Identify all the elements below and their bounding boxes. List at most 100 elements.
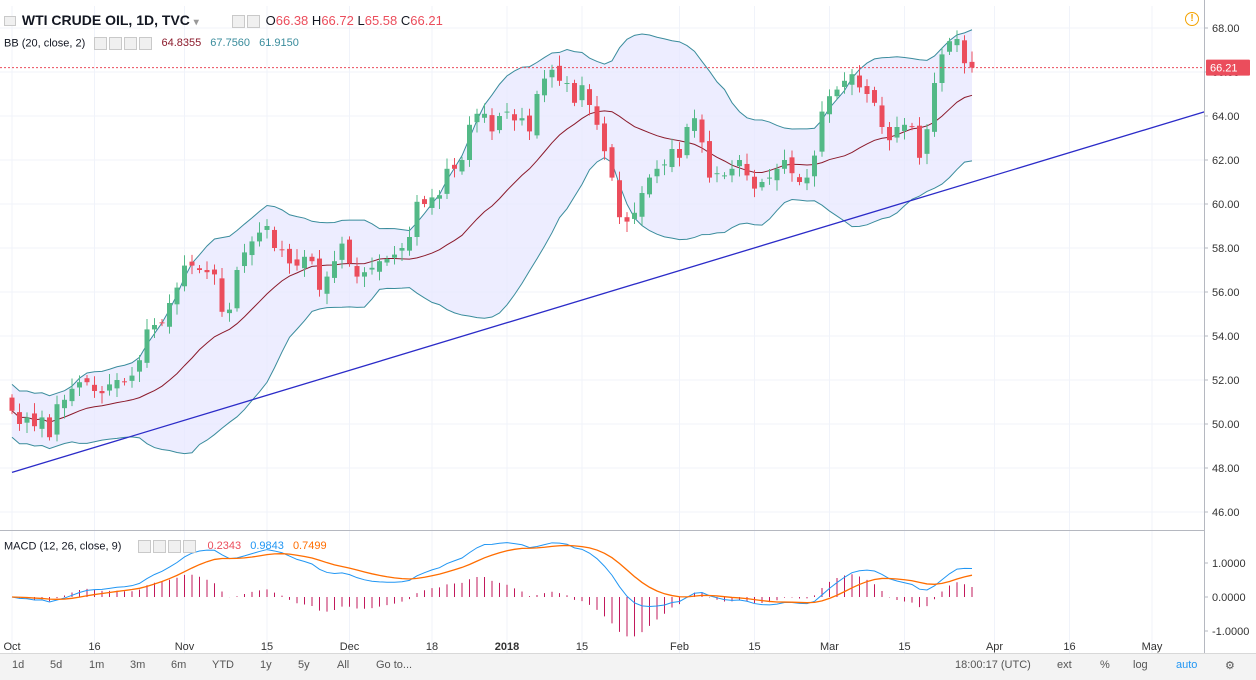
candle-body xyxy=(677,149,682,158)
candle-body xyxy=(39,417,45,429)
candle-body xyxy=(302,256,307,269)
candle-body xyxy=(557,65,562,81)
chevron-down-icon[interactable]: ▾ xyxy=(193,17,199,28)
range-ytd[interactable]: YTD xyxy=(212,659,234,671)
candle-body xyxy=(54,404,60,435)
candle-body xyxy=(594,106,600,125)
range-5d[interactable]: 5d xyxy=(50,659,63,671)
candle-body xyxy=(879,105,885,127)
candle-body xyxy=(362,272,367,277)
percent-toggle[interactable]: % xyxy=(1100,659,1110,671)
candle-body xyxy=(662,164,667,166)
price-tick-label: 50.00 xyxy=(1212,419,1240,431)
candle-body xyxy=(84,378,90,383)
candle-body xyxy=(894,127,900,138)
alert-icon[interactable]: ! xyxy=(1185,12,1199,26)
candle-body xyxy=(182,265,187,287)
candle-body xyxy=(392,254,397,258)
candle-body xyxy=(669,149,675,168)
log-toggle[interactable]: log xyxy=(1133,659,1148,671)
high-value: 66.72 xyxy=(321,13,354,28)
candle-body xyxy=(159,322,165,324)
range-5y[interactable]: 5y xyxy=(298,659,310,671)
bottom-toolbar: 1d 5d 1m 3m 6m YTD 1y 5y All Go to... 18… xyxy=(0,653,1256,680)
candle-body xyxy=(542,78,547,96)
candle-body xyxy=(332,261,337,278)
macd-hist-value: 0.2343 xyxy=(207,540,242,553)
x-tick-label: Feb xyxy=(670,641,689,653)
candle-body xyxy=(99,391,105,394)
range-3m[interactable]: 3m xyxy=(130,659,146,671)
candle-body xyxy=(534,94,540,136)
candle-body xyxy=(864,86,870,94)
candle-body xyxy=(489,115,495,132)
close-icon[interactable] xyxy=(139,37,153,50)
signal-line xyxy=(11,544,973,604)
settings-icon[interactable] xyxy=(109,37,123,50)
drag-icon[interactable] xyxy=(168,540,182,553)
x-tick-label: Nov xyxy=(175,641,195,653)
candle-body xyxy=(414,201,420,237)
drag-icon[interactable] xyxy=(124,37,138,50)
range-1y[interactable]: 1y xyxy=(260,659,272,671)
candle-body xyxy=(647,177,652,195)
candle-body xyxy=(167,303,172,327)
auto-toggle[interactable]: auto xyxy=(1176,659,1198,671)
settings-icon[interactable] xyxy=(247,15,260,29)
candle-body xyxy=(317,258,322,290)
candle-body xyxy=(737,160,742,167)
price-tick-label: 64.00 xyxy=(1212,111,1240,123)
settings-gear-icon[interactable]: ⚙ xyxy=(1225,660,1235,672)
candle-body xyxy=(437,195,442,199)
clock: 18:00:17 (UTC) xyxy=(955,659,1031,671)
candle-body xyxy=(467,124,472,160)
candle-body xyxy=(714,173,720,175)
candle-body xyxy=(152,325,157,330)
price-axis-bg xyxy=(1204,0,1256,653)
symbol-header[interactable]: WTI CRUDE OIL, 1D, TVC ▾ xyxy=(4,12,199,28)
x-tick-label: 16 xyxy=(88,641,100,653)
candle-body xyxy=(384,259,390,263)
range-1m[interactable]: 1m xyxy=(89,659,105,671)
candle-body xyxy=(744,163,750,176)
candle-body xyxy=(512,114,517,121)
collapse-icon[interactable] xyxy=(4,16,16,27)
candle-body xyxy=(197,268,202,270)
range-6m[interactable]: 6m xyxy=(171,659,187,671)
candle-body xyxy=(227,309,232,314)
candle-body xyxy=(219,278,225,312)
candle-body xyxy=(827,96,832,115)
settings-icon[interactable] xyxy=(153,540,167,553)
eye-icon[interactable] xyxy=(232,15,245,29)
high-label: H xyxy=(311,13,322,28)
bb-basis-value: 64.8355 xyxy=(161,37,202,50)
candle-body xyxy=(399,248,405,251)
range-all[interactable]: All xyxy=(337,659,350,671)
eye-icon[interactable] xyxy=(94,37,108,50)
bb-legend[interactable]: BB (20, close, 2) 64.8355 67.7560 61.915… xyxy=(4,37,299,50)
macd-line-value: 0.9843 xyxy=(250,540,284,553)
close-icon[interactable] xyxy=(183,540,197,553)
candle-body xyxy=(947,41,952,52)
price-tick-label: 52.00 xyxy=(1212,375,1240,387)
range-1d[interactable]: 1d xyxy=(12,659,25,671)
candle-body xyxy=(264,226,270,230)
candle-body xyxy=(474,113,480,123)
x-tick-label: Dec xyxy=(340,641,360,653)
candle-body xyxy=(834,89,840,97)
x-tick-label: 15 xyxy=(261,641,273,653)
candle-body xyxy=(122,381,127,383)
goto-button[interactable]: Go to... xyxy=(376,659,413,671)
last-price-tag xyxy=(1206,59,1250,76)
x-tick-label: 15 xyxy=(576,641,588,653)
candle-body xyxy=(459,160,465,172)
eye-icon[interactable] xyxy=(138,540,152,553)
price-tick-label: 46.00 xyxy=(1212,507,1240,519)
candle-body xyxy=(842,80,847,87)
candle-body xyxy=(752,176,757,189)
x-tick-label: 16 xyxy=(1063,641,1075,653)
macd-legend[interactable]: MACD (12, 26, close, 9) 0.2343 0.9843 0.… xyxy=(4,540,327,553)
ext-toggle[interactable]: ext xyxy=(1057,659,1072,671)
candle-body xyxy=(617,180,622,218)
